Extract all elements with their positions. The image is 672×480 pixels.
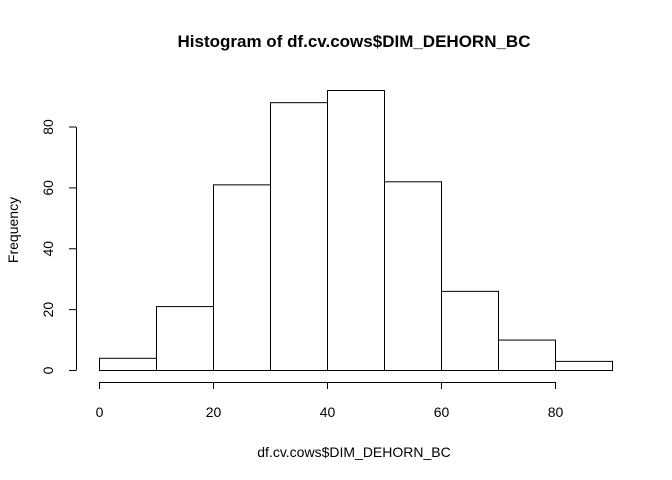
y-tick-label: 60 <box>40 180 56 196</box>
x-tick-label: 40 <box>320 404 336 420</box>
x-tick-label: 60 <box>434 404 450 420</box>
x-tick-label: 20 <box>206 404 222 420</box>
y-axis: 0 20 40 60 80 <box>40 119 77 374</box>
histogram-bar <box>555 360 613 372</box>
histogram-bar <box>498 339 556 371</box>
y-tick-label: 20 <box>40 302 56 318</box>
y-tick-label: 40 <box>40 241 56 257</box>
y-tick-label: 0 <box>40 366 56 374</box>
y-axis-label: Frequency <box>5 197 21 263</box>
histogram-bar <box>384 181 442 371</box>
histogram-bar <box>156 306 214 371</box>
histogram-bar <box>270 102 328 371</box>
x-axis: 0 20 40 60 80 <box>96 382 564 420</box>
chart-title: Histogram of df.cv.cows$DIM_DEHORN_BC <box>178 32 531 51</box>
histogram-bar <box>327 90 385 371</box>
histogram-bar <box>441 290 499 371</box>
x-axis-label: df.cv.cows$DIM_DEHORN_BC <box>257 444 450 460</box>
histogram-bar <box>99 357 157 371</box>
x-tick-label: 0 <box>96 404 104 420</box>
x-tick-label: 80 <box>548 404 564 420</box>
bars-group <box>99 90 613 372</box>
y-tick-label: 80 <box>40 119 56 135</box>
histogram-bar <box>213 184 271 371</box>
